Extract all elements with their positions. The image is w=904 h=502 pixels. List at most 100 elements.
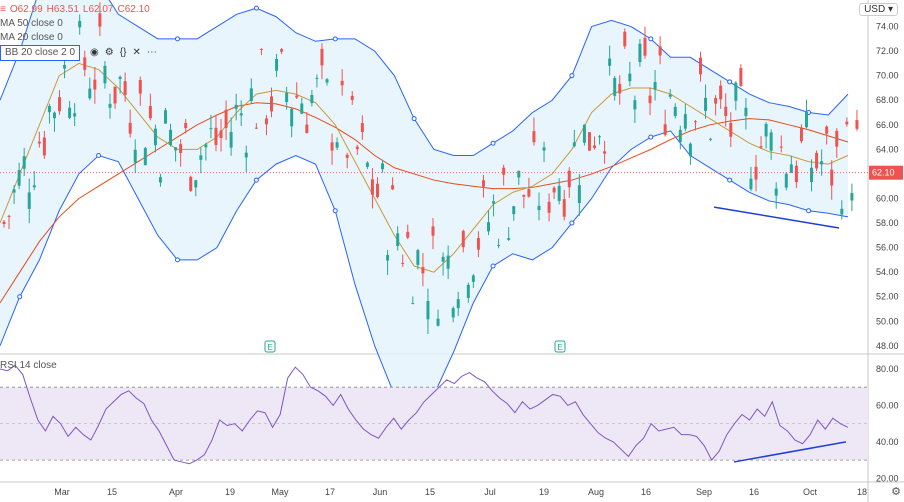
bollinger-dot [727,177,733,183]
eye-icon[interactable]: ◉ [90,47,99,58]
ma20-label: MA 20 close 0 [0,32,63,43]
candle-body [229,131,233,148]
candle-body [567,170,571,188]
candle-body [698,57,702,75]
bollinger-fill [0,0,848,414]
ma20-legend[interactable]: MA 20 close 0 [0,32,63,44]
candle-body [113,86,117,104]
candle-body [158,177,162,183]
candle-body [148,105,152,119]
candle-body [502,167,506,175]
ohlc-legend: ≡ O62.99 H63.51 L62.07 C62.10 [0,4,150,16]
candle-body [739,68,743,86]
rsi-line [0,364,849,465]
time-tick-label: Mar [54,487,70,497]
candle-body [108,103,112,108]
candle-body [623,31,627,47]
candle-body [285,92,289,103]
candle-body [724,106,728,116]
candle-body [320,48,324,66]
rsi-legend[interactable]: RSI 14 close [0,360,57,372]
time-tick-label: Aug [588,487,604,497]
candle-body [820,161,824,165]
candle-body [613,77,617,96]
rsi-tick-label: 20.00 [876,473,899,483]
candle-body [290,108,294,127]
candle-body [37,141,41,144]
candle-body [325,79,329,83]
candle-body [709,138,713,140]
candle-body [547,201,551,213]
more-icon[interactable]: ⋯ [146,47,157,58]
candle-body [375,183,379,198]
candle-body [310,94,314,104]
ma50-label: MA 50 close 0 [0,18,63,29]
bb-legend[interactable]: BB 20 close 2 0 ◉ ⚙ {} ✕ ⋯ [0,45,157,61]
earnings-marker [554,340,566,353]
candle-body [587,132,591,151]
candle-body [431,226,435,236]
candle-body [396,233,400,246]
candle-body [527,189,531,197]
bollinger-dot [806,208,812,214]
candle-body [714,97,718,104]
ohlc-open: O62.99 [9,4,43,15]
time-tick-label: 15 [107,487,117,497]
candle-body [194,180,198,188]
settings-icon[interactable]: ⚙ [104,47,114,58]
candle-body [164,110,168,124]
candle-body [254,127,258,129]
currency-select[interactable]: USD ▾ [859,3,898,16]
bollinger-dot [253,177,259,183]
candle-body [845,121,849,125]
candle-body [421,267,425,274]
candle-body [209,128,213,130]
candle-body [466,284,470,298]
currency-label: USD [864,4,886,15]
close-icon[interactable]: ✕ [132,47,141,58]
ma50-legend[interactable]: MA 50 close 0 [0,18,63,30]
candle-body [784,173,788,188]
source-icon[interactable]: {} [119,47,127,58]
rsi-tick-label: 40.00 [876,437,899,447]
rsi-trendline [733,441,847,463]
current-price-tag [869,165,903,180]
candle-body [234,104,238,109]
price-tick-label: 66.00 [876,120,899,130]
rsi-tick-label: 80.00 [876,364,899,374]
time-tick-label: 17 [325,487,335,497]
candle-body [744,107,748,116]
candle-body [754,166,758,180]
candle-body [179,144,183,153]
candle-body [330,142,334,151]
rsi-label: RSI 14 close [0,360,57,371]
candle-body [582,124,586,143]
candle-body [370,179,374,195]
bollinger-dot [174,36,180,42]
candle-body [436,318,440,326]
candle-body [199,155,203,160]
candle-body [628,73,632,82]
time-tick-label: Oct [803,487,818,497]
candle-body [497,244,501,246]
candle-body [83,57,87,70]
candle-body [2,221,6,224]
candle-body [835,130,839,147]
settings-gear-icon[interactable]: ⚙ [891,485,901,498]
earnings-marker-label: E [267,343,272,352]
candle-body [749,178,753,190]
candle-body [118,76,122,79]
candle-body [764,123,768,137]
bb-controls: ◉ ⚙ {} ✕ ⋯ [90,47,157,59]
candle-body [850,193,854,201]
price-tick-label: 52.00 [876,292,899,302]
time-tick-label: Apr [169,487,183,497]
candle-body [22,156,26,169]
price-tick-label: 64.00 [876,144,899,154]
price-tick-label: 48.00 [876,341,899,351]
candle-body [224,109,228,128]
candle-body [810,167,814,183]
symbol-menu-icon[interactable]: ≡ [0,4,6,15]
candle-body [204,144,208,148]
